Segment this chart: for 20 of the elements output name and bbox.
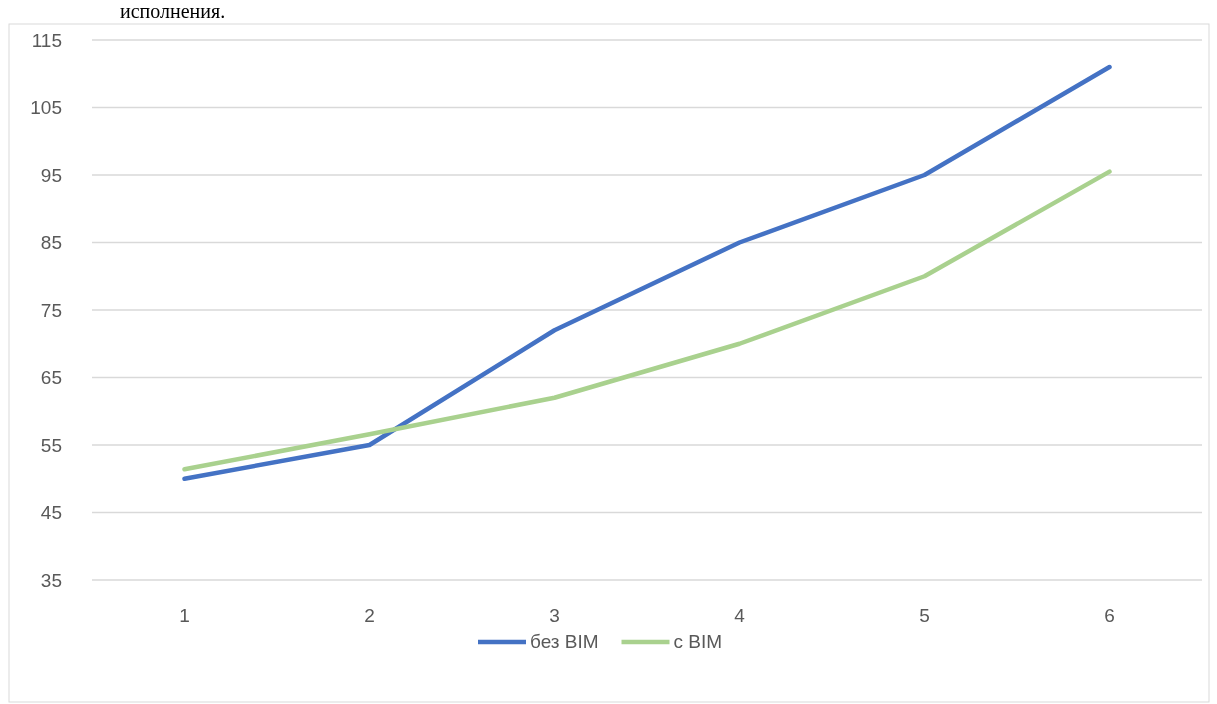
y-tick-label: 105 <box>30 97 62 119</box>
x-tick-label: 4 <box>734 605 746 626</box>
y-tick-label: 45 <box>40 502 62 524</box>
y-tick-label: 85 <box>40 232 62 254</box>
text: исполнения. <box>120 0 226 22</box>
line-series <box>182 64 1112 481</box>
legend-label: с BIM <box>673 631 723 652</box>
line-series <box>182 169 1112 472</box>
y-tick-label: 65 <box>40 367 62 389</box>
y-tick-label: 75 <box>40 299 62 321</box>
legend-label: без BIM <box>530 631 599 652</box>
x-tick-label: 6 <box>1104 605 1115 626</box>
y-tick-label: 55 <box>40 434 62 456</box>
y-tick-label: 95 <box>40 164 62 186</box>
x-tick-label: 2 <box>364 605 375 626</box>
y-tick-label: 35 <box>40 569 62 591</box>
y-tick-label: 115 <box>31 29 62 51</box>
x-tick-label: 5 <box>919 605 930 626</box>
x-tick-label: 3 <box>549 605 560 626</box>
x-tick-label: 1 <box>179 605 190 626</box>
